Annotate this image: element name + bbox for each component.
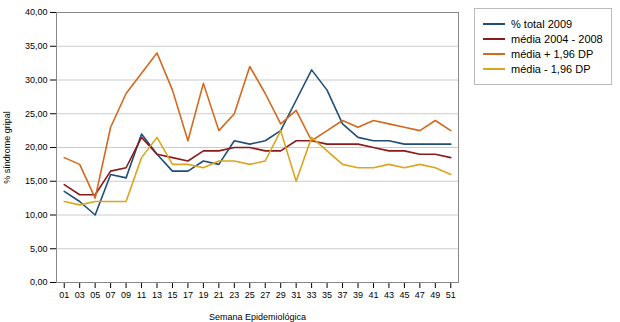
svg-text:49: 49 <box>430 290 440 300</box>
svg-text:31: 31 <box>291 290 301 300</box>
svg-text:51: 51 <box>446 290 456 300</box>
svg-text:35,00: 35,00 <box>25 41 48 51</box>
svg-text:23: 23 <box>229 290 239 300</box>
svg-text:15: 15 <box>167 290 177 300</box>
svg-text:43: 43 <box>384 290 394 300</box>
svg-text:Semana Epidemiológica: Semana Epidemiológica <box>209 312 306 322</box>
svg-text:% síndrome gripal: % síndrome gripal <box>2 111 12 184</box>
svg-text:19: 19 <box>198 290 208 300</box>
svg-text:11: 11 <box>137 290 146 300</box>
svg-text:29: 29 <box>276 290 286 300</box>
svg-text:03: 03 <box>75 290 85 300</box>
svg-text:5,00: 5,00 <box>30 244 48 254</box>
svg-text:37: 37 <box>338 290 348 300</box>
svg-text:25,00: 25,00 <box>25 109 48 119</box>
svg-text:47: 47 <box>415 290 425 300</box>
svg-text:17: 17 <box>183 290 193 300</box>
html-text:média + 1,96 DP: média + 1,96 DP <box>511 48 594 60</box>
html-text:% total 2009: % total 2009 <box>511 18 573 30</box>
svg-text:0,00: 0,00 <box>30 277 48 287</box>
svg-text:20,00: 20,00 <box>25 142 48 152</box>
svg-text:35: 35 <box>322 290 332 300</box>
svg-text:45: 45 <box>399 290 409 300</box>
svg-text:01: 01 <box>59 290 69 300</box>
svg-text:05: 05 <box>90 290 100 300</box>
svg-text:40,00: 40,00 <box>25 7 48 17</box>
svg-text:09: 09 <box>121 290 131 300</box>
svg-text:39: 39 <box>353 290 363 300</box>
html-text:média - 1,96 DP: média - 1,96 DP <box>511 63 591 75</box>
svg-text:25: 25 <box>245 290 255 300</box>
svg-text:27: 27 <box>260 290 270 300</box>
svg-text:07: 07 <box>106 290 116 300</box>
svg-text:13: 13 <box>152 290 162 300</box>
svg-text:41: 41 <box>368 290 378 300</box>
svg-text:15,00: 15,00 <box>25 176 48 186</box>
svg-text:30,00: 30,00 <box>25 75 48 85</box>
svg-text:33: 33 <box>307 290 317 300</box>
svg-text:21: 21 <box>214 290 224 300</box>
svg-text:10,00: 10,00 <box>25 210 48 220</box>
html-text:média 2004 - 2008: média 2004 - 2008 <box>511 33 603 45</box>
